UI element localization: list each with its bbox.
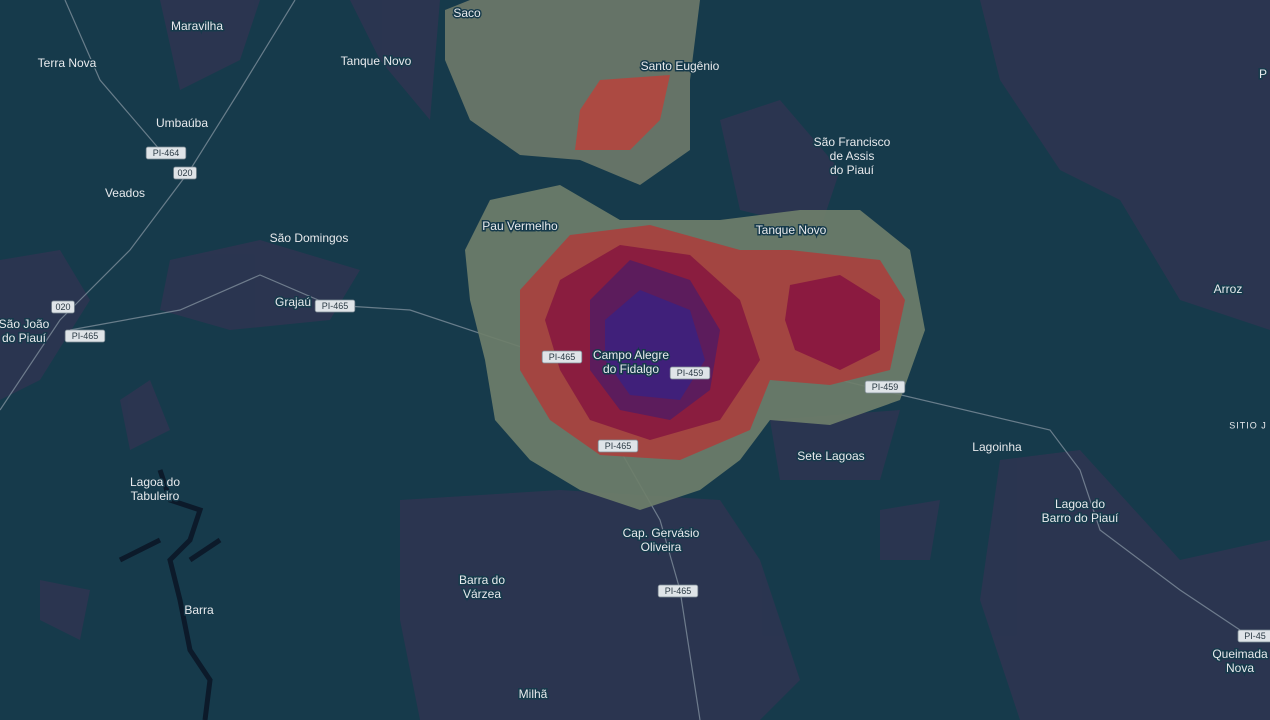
shield-bg bbox=[145, 146, 187, 160]
place-label: Arroz bbox=[1214, 282, 1243, 296]
place-label: do Piauí bbox=[830, 163, 875, 177]
shield-bg bbox=[669, 366, 711, 380]
place-label: Lagoinha bbox=[972, 440, 1022, 454]
place-label: São Domingos bbox=[270, 231, 349, 245]
road-label: PI-465 bbox=[665, 586, 692, 596]
shield-bg bbox=[597, 439, 639, 453]
place-label: P bbox=[1259, 67, 1267, 81]
place-label: Cap. Gervásio bbox=[623, 526, 700, 540]
place-label: Barro do Piauí bbox=[1042, 511, 1119, 525]
road-shield: PI-464 bbox=[145, 146, 187, 160]
place-label: Pau Vermelho bbox=[482, 219, 558, 233]
place-label: SITIO J bbox=[1229, 420, 1267, 430]
place-label: de Assis bbox=[830, 149, 875, 163]
place-label: Barra bbox=[184, 603, 214, 617]
shield-bg bbox=[173, 166, 197, 180]
labels: Saco Maravilha Terra Nova Tanque Novo Santo … bbox=[0, 5, 1270, 703]
road-shield: PI-459 bbox=[669, 366, 711, 380]
road-label: PI-459 bbox=[677, 368, 704, 378]
place-label: Maravilha bbox=[171, 19, 223, 33]
road-shield: PI-465 bbox=[541, 350, 583, 364]
place-label: Várzea bbox=[463, 587, 501, 601]
place-label: Tanque Novo bbox=[341, 54, 412, 68]
place-label: Tanque Novo bbox=[756, 223, 827, 237]
shield-bg bbox=[51, 300, 75, 314]
place-label: Nova bbox=[1226, 661, 1254, 675]
place-label: Saco bbox=[453, 6, 481, 20]
place-label: Barra do bbox=[459, 573, 505, 587]
place-label: Oliveira bbox=[641, 540, 682, 554]
place-label: Milhã bbox=[519, 687, 548, 701]
shield-bg bbox=[657, 584, 699, 598]
road-label: 020 bbox=[177, 168, 192, 178]
road-shield: 020 bbox=[51, 300, 75, 314]
shield-bg bbox=[541, 350, 583, 364]
place-label: Campo Alegre bbox=[593, 348, 669, 362]
road-shield: PI-459 bbox=[864, 380, 906, 394]
shield-bg bbox=[1237, 629, 1270, 643]
road-label: PI-464 bbox=[153, 148, 180, 158]
shield-bg bbox=[314, 299, 356, 313]
place-label: do Piauí bbox=[2, 331, 47, 345]
road-shield: PI-465 bbox=[597, 439, 639, 453]
road-label: PI-45 bbox=[1244, 631, 1266, 641]
road-label: PI-465 bbox=[605, 441, 632, 451]
place-label: do Fidalgo bbox=[603, 362, 659, 376]
road-shield: 020 bbox=[173, 166, 197, 180]
road-shield: PI-465 bbox=[657, 584, 699, 598]
place-label: Umbaúba bbox=[156, 116, 208, 130]
road-label: PI-465 bbox=[322, 301, 349, 311]
road-shield: PI-465 bbox=[314, 299, 356, 313]
place-label: São Francisco bbox=[814, 135, 891, 149]
shield-bg bbox=[64, 329, 106, 343]
place-label: Santo Eugênio bbox=[641, 59, 720, 73]
shield-bg bbox=[864, 380, 906, 394]
place-label: Lagoa do bbox=[130, 475, 180, 489]
road-label: PI-465 bbox=[549, 352, 576, 362]
place-label: São João bbox=[0, 317, 50, 331]
road-label: 020 bbox=[55, 302, 70, 312]
lake bbox=[118, 469, 222, 720]
place-label: Veados bbox=[105, 186, 145, 200]
road-shield: PI-45 bbox=[1237, 629, 1270, 643]
place-label: Terra Nova bbox=[38, 56, 97, 70]
road-shield: PI-465 bbox=[64, 329, 106, 343]
place-label: Queimada bbox=[1212, 647, 1268, 661]
road-label: PI-459 bbox=[872, 382, 899, 392]
heatmap bbox=[445, 0, 925, 510]
place-label: Sete Lagoas bbox=[797, 449, 864, 463]
place-label: Grajaú bbox=[275, 295, 311, 309]
place-label: Lagoa do bbox=[1055, 497, 1105, 511]
place-label: Tabuleiro bbox=[131, 489, 180, 503]
road-label: PI-465 bbox=[72, 331, 99, 341]
